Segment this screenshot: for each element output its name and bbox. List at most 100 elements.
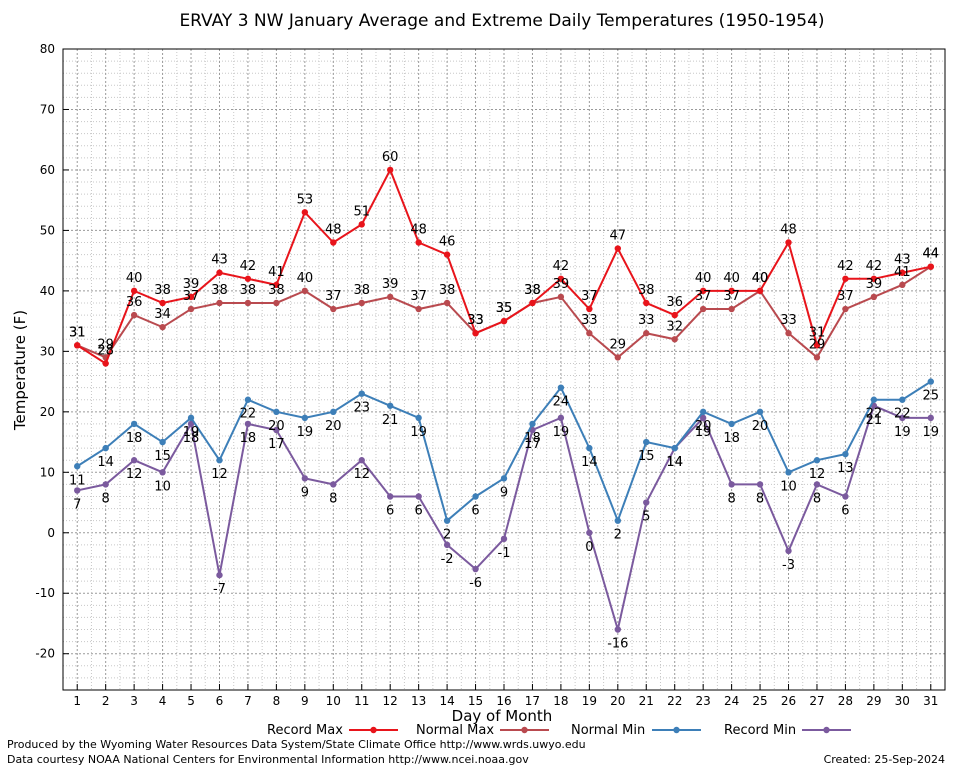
legend-label: Record Min (724, 723, 796, 738)
x-tick-label: 11 (354, 694, 369, 708)
data-point (500, 535, 508, 543)
data-label: 22 (866, 407, 883, 422)
data-point (244, 420, 252, 428)
data-label: 8 (727, 491, 735, 506)
series-record-max (74, 166, 934, 367)
data-point (415, 493, 422, 500)
data-label: 17 (268, 437, 285, 452)
y-tick-label: 60 (40, 163, 55, 177)
data-label: 53 (297, 192, 314, 207)
data-label: 2 (614, 528, 622, 543)
data-label: 6 (471, 503, 479, 518)
data-label: 33 (467, 313, 484, 328)
data-label: 22 (894, 407, 911, 422)
data-point (472, 330, 479, 337)
series-normal-min (74, 378, 934, 524)
data-point (273, 281, 280, 289)
data-point (557, 414, 565, 422)
data-point (813, 481, 821, 488)
data-label: 33 (581, 313, 598, 328)
data-label: 22 (240, 407, 257, 422)
data-label: 46 (439, 235, 456, 250)
data-label: 44 (923, 247, 940, 262)
data-point (785, 469, 792, 476)
data-point (386, 493, 394, 500)
data-label: 5 (642, 510, 650, 525)
data-point (130, 420, 138, 428)
data-point (74, 463, 81, 470)
data-point (273, 426, 280, 434)
data-label: 19 (297, 425, 314, 440)
data-label: 29 (610, 337, 627, 352)
x-tick-label: 27 (809, 694, 824, 708)
data-point (728, 305, 735, 313)
data-label: 20 (268, 419, 285, 434)
data-point (187, 293, 195, 301)
data-label: 21 (866, 413, 883, 428)
x-tick-label: 30 (895, 694, 910, 708)
data-label: 40 (297, 271, 314, 286)
x-tick-label: 17 (525, 694, 540, 708)
x-tick-label: 7 (244, 694, 252, 708)
data-point (500, 475, 508, 482)
data-label: 43 (211, 253, 228, 268)
data-point (443, 251, 451, 258)
data-point (671, 311, 678, 319)
x-tick-label: 12 (383, 694, 398, 708)
data-point (102, 481, 109, 488)
data-point (330, 305, 337, 313)
data-label: 43 (894, 253, 911, 268)
data-label: 14 (666, 455, 683, 470)
data-label: 6 (415, 503, 423, 518)
legend-entry: Normal Min (571, 723, 701, 738)
data-label: 19 (183, 425, 200, 440)
data-label: 12 (126, 467, 143, 482)
data-point (415, 414, 422, 422)
data-label: 40 (752, 271, 769, 286)
x-tick-label: 18 (553, 694, 568, 708)
x-tick-label: 29 (866, 694, 881, 708)
y-tick-label: 40 (40, 284, 55, 298)
data-label: 14 (581, 455, 598, 470)
y-tick-label: -20 (35, 647, 55, 661)
data-label: 19 (410, 425, 427, 440)
data-point (842, 450, 849, 458)
data-point (358, 221, 365, 228)
data-label: 12 (211, 467, 228, 482)
x-tick-label: 6 (216, 694, 224, 708)
x-tick-label: 2 (102, 694, 110, 708)
data-point (216, 299, 223, 307)
data-label: 38 (353, 283, 370, 298)
data-point (614, 517, 622, 524)
data-label: 37 (723, 289, 740, 304)
data-label: 33 (638, 313, 655, 328)
data-point (102, 360, 109, 367)
data-label: 8 (756, 491, 764, 506)
data-label: 9 (301, 485, 309, 500)
data-label: 38 (154, 283, 171, 298)
y-tick-label: 0 (47, 526, 55, 540)
data-label: 14 (666, 455, 683, 470)
data-point (130, 287, 138, 295)
data-label: 18 (524, 431, 541, 446)
data-label: -2 (441, 552, 454, 567)
x-tick-label: 13 (411, 694, 426, 708)
data-label: 10 (154, 479, 171, 494)
data-point (557, 384, 565, 391)
y-tick-label: 80 (40, 42, 55, 56)
data-label: 37 (325, 289, 342, 304)
data-label: -7 (213, 582, 226, 597)
data-point (74, 342, 81, 349)
data-label: 10 (780, 479, 797, 494)
data-point (216, 571, 223, 579)
data-label: 44 (923, 247, 940, 262)
data-label: 2 (443, 528, 451, 543)
data-label: 31 (69, 325, 86, 340)
y-tick-label: 50 (40, 223, 55, 237)
chart-grid (63, 48, 945, 691)
data-point (273, 408, 280, 416)
